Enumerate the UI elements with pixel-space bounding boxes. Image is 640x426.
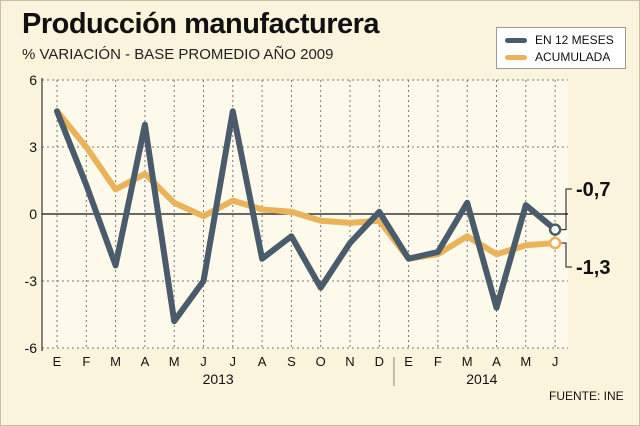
legend-item-acumulada: ACUMULADA — [505, 50, 623, 64]
y-tick-label: -6 — [25, 340, 38, 356]
legend-label-acumulada: ACUMULADA — [535, 50, 611, 64]
legend-swatch-12-meses — [505, 38, 527, 43]
series-line-acumulada — [54, 108, 559, 262]
x-tick-label: N — [345, 354, 354, 369]
end-value-label: -0,7 — [576, 179, 610, 201]
legend: EN 12 MESES ACUMULADA — [496, 27, 626, 69]
year-label: 2013 — [203, 371, 234, 387]
x-tick-label: F — [434, 354, 442, 369]
y-tick-label: 0 — [29, 206, 37, 222]
series-line-12-meses — [54, 108, 559, 325]
x-tick-label: S — [287, 354, 296, 369]
x-tick-label: M — [462, 354, 473, 369]
legend-label-12-meses: EN 12 MESES — [535, 33, 614, 47]
x-tick-label: E — [53, 354, 62, 369]
x-tick-label: M — [520, 354, 531, 369]
end-marker-12-meses — [548, 223, 562, 236]
x-tick-label: F — [82, 354, 90, 369]
x-tick-label: J — [552, 354, 559, 369]
x-tick-label: M — [110, 354, 121, 369]
y-tick-label: -3 — [25, 273, 38, 289]
x-tick-label: M — [169, 354, 180, 369]
year-label: 2014 — [466, 371, 497, 387]
x-tick-label: E — [404, 354, 413, 369]
y-tick-label: 6 — [29, 72, 37, 88]
x-tick-label: A — [492, 354, 501, 369]
source-note: FUENTE: INE — [549, 389, 624, 403]
x-tick-label: J — [200, 354, 207, 369]
end-label-leader — [561, 242, 572, 268]
chart-title: Producción manufacturera — [22, 8, 380, 40]
chart-subtitle: % VARIACIÓN - BASE PROMEDIO AÑO 2009 — [22, 46, 334, 63]
legend-swatch-acumulada — [505, 55, 527, 60]
x-tick-label: A — [258, 354, 267, 369]
end-value-label: -1,3 — [576, 257, 610, 279]
end-marker-acumulada — [548, 236, 562, 250]
legend-item-12-meses: EN 12 MESES — [505, 33, 623, 47]
x-tick-label: O — [316, 354, 326, 369]
x-tick-label: A — [141, 354, 150, 369]
end-label-leader — [561, 188, 572, 231]
x-tick-label: D — [375, 354, 384, 369]
y-tick-label: 3 — [29, 139, 37, 155]
x-tick-label: J — [230, 354, 237, 369]
